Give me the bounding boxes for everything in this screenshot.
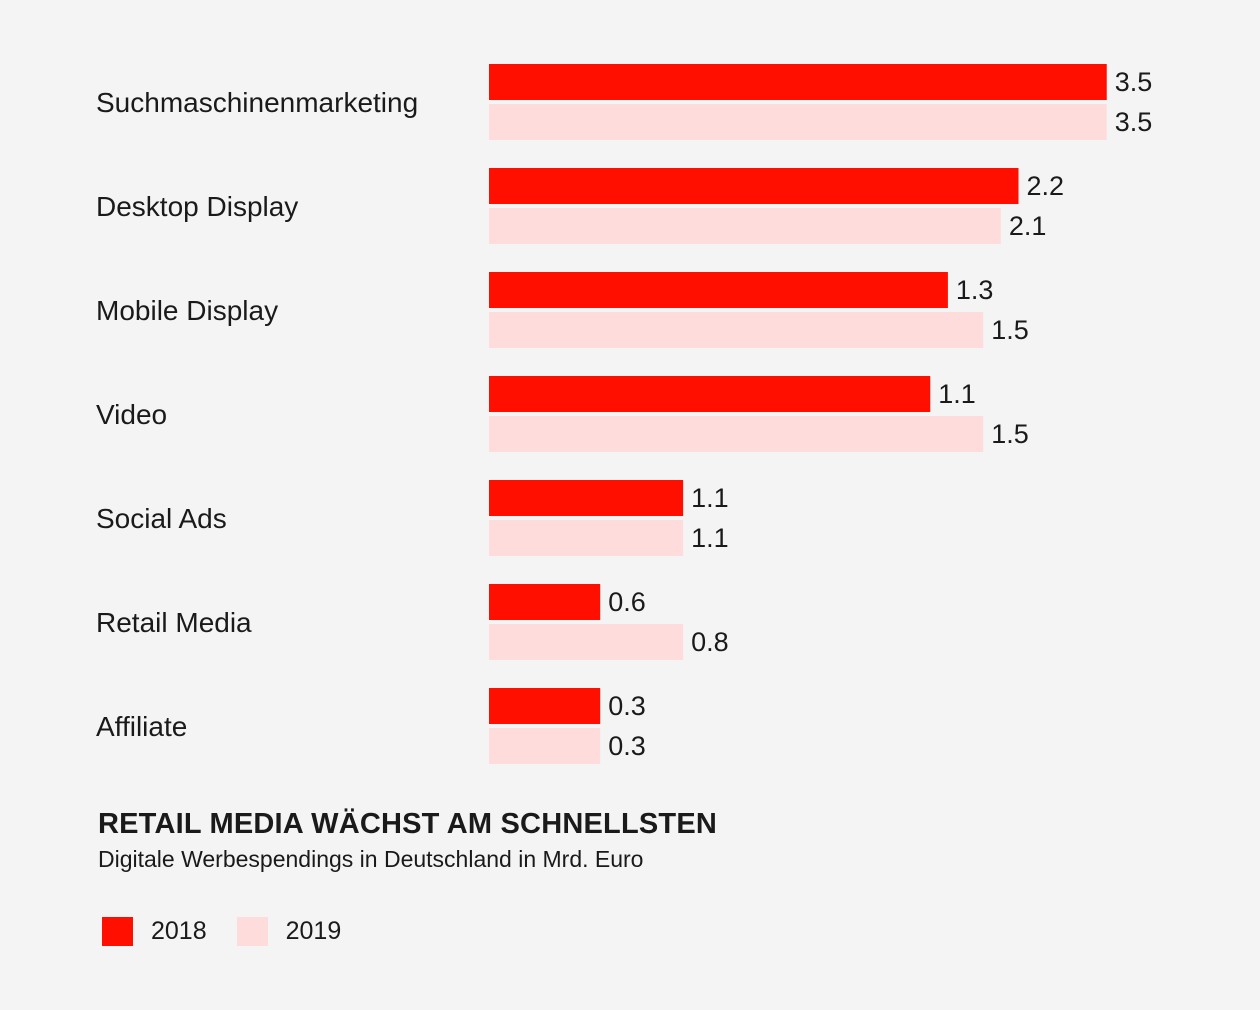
bar-2018-social-ads	[489, 480, 684, 516]
value-label-2018-mobile-display: 1.3	[956, 275, 994, 305]
category-label-affiliate: Affiliate	[96, 711, 187, 742]
chart-subtitle: Digitale Werbespendings in Deutschland i…	[98, 846, 644, 872]
bar-2018-affiliate	[489, 688, 601, 724]
bar-2019-affiliate	[489, 728, 601, 764]
bar-2019-social-ads	[489, 520, 684, 556]
category-label-retail-media: Retail Media	[96, 607, 252, 638]
legend: 2018 2019	[102, 916, 371, 946]
bar-chart: Suchmaschinenmarketing 3.5 3.5 Desktop Disp…	[96, 64, 1153, 764]
legend-swatch-2019	[236, 916, 268, 946]
chart-title: RETAIL MEDIA WÄCHST AM SCHNELLSTEN	[98, 808, 718, 840]
value-label-2019-suchmaschinenmarketing: 3.5	[1115, 107, 1153, 137]
legend-item-2018: 2018	[102, 916, 207, 946]
category-label-mobile-display: Mobile Display	[96, 295, 278, 326]
category-label-social-ads: Social Ads	[96, 503, 227, 534]
legend-label-2018: 2018	[151, 916, 207, 945]
bar-2018-retail-media	[489, 584, 601, 620]
legend-swatch-2018	[102, 916, 133, 946]
value-label-2018-social-ads: 1.1	[691, 483, 729, 513]
value-label-2018-desktop-display: 2.2	[1027, 171, 1065, 201]
bar-2019-desktop-display	[489, 208, 1001, 244]
bar-2019-video	[489, 416, 984, 452]
bar-2018-desktop-display	[489, 168, 1019, 204]
legend-label-2019: 2019	[285, 916, 342, 945]
category-label-video: Video	[96, 399, 167, 430]
bar-2018-mobile-display	[489, 272, 948, 308]
category-label-desktop-display: Desktop Display	[96, 191, 298, 222]
bar-2019-retail-media	[489, 624, 684, 660]
legend-item-2019: 2019	[236, 916, 342, 946]
value-label-2019-retail-media: 0.8	[691, 627, 729, 657]
value-label-2018-retail-media: 0.6	[608, 587, 646, 617]
value-label-2019-desktop-display: 2.1	[1009, 211, 1047, 241]
value-label-2018-video: 1.1	[938, 379, 976, 409]
value-label-2018-affiliate: 0.3	[608, 691, 646, 721]
bar-2018-video	[489, 376, 931, 412]
category-label-suchmaschinenmarketing: Suchmaschinenmarketing	[96, 87, 418, 118]
value-label-2019-video: 1.5	[991, 419, 1029, 449]
bar-2018-suchmaschinenmarketing	[489, 64, 1107, 100]
value-label-2019-social-ads: 1.1	[691, 523, 729, 553]
value-label-2019-affiliate: 0.3	[608, 731, 646, 761]
bar-2019-suchmaschinenmarketing	[489, 104, 1107, 140]
bar-2019-mobile-display	[489, 312, 984, 348]
value-label-2018-suchmaschinenmarketing: 3.5	[1115, 67, 1153, 97]
value-label-2019-mobile-display: 1.5	[991, 315, 1029, 345]
